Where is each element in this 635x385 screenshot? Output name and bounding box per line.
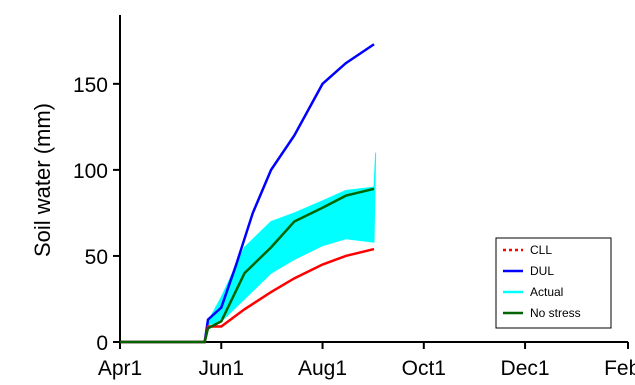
series xyxy=(120,43,377,344)
series-actual-band xyxy=(207,152,377,326)
series-dul-line xyxy=(120,43,375,344)
x-tick-label: Apr1 xyxy=(98,357,142,380)
y-tick-label: 50 xyxy=(85,246,108,269)
y-tick-label: 100 xyxy=(73,160,108,183)
legend-label: No stress xyxy=(530,306,581,320)
x-tick-label: Dec1 xyxy=(501,357,550,380)
x-tick-label: Feb1 xyxy=(604,357,635,380)
series-no-stress-line xyxy=(120,187,375,344)
legend: CLL DUL Actual No stress xyxy=(495,237,612,329)
legend-label: CLL xyxy=(530,243,552,257)
x-tick-label: Jun1 xyxy=(198,357,244,380)
ticks: Apr1 Jun1 Aug1 Oct1 Dec1 Feb1 0 50 100 150 xyxy=(73,74,635,380)
y-tick-label: 150 xyxy=(73,74,108,97)
legend-label: DUL xyxy=(530,264,554,278)
legend-label: Actual xyxy=(530,285,563,299)
y-tick-label: 0 xyxy=(96,332,108,355)
x-tick-label: Oct1 xyxy=(402,357,446,380)
x-tick-label: Aug1 xyxy=(298,357,347,380)
y-axis-label: Soil water (mm) xyxy=(30,103,55,257)
